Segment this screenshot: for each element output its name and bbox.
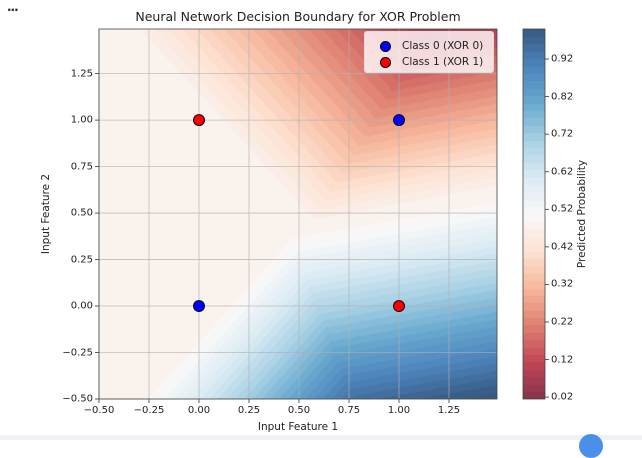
x-axis-label: Input Feature 1 <box>257 421 339 433</box>
y-tick-label: 1.00 <box>70 114 93 126</box>
legend: Class 0 (XOR 0) Class 1 (XOR 1) <box>364 31 494 73</box>
legend-label-class-0: Class 0 (XOR 0) <box>402 40 484 52</box>
y-axis-label: Input Feature 2 <box>40 173 52 255</box>
data-point-class-1 <box>193 114 205 127</box>
x-tick-label: 0.25 <box>237 405 261 416</box>
colorbar-tick-label: 0.42 <box>551 241 574 253</box>
decision-boundary-contour <box>99 29 497 399</box>
colorbar-tick-label: 0.12 <box>551 354 574 366</box>
data-point-class-0 <box>193 300 205 312</box>
y-tick-label: 1.25 <box>70 68 93 80</box>
x-tick-label: 1.25 <box>437 405 461 416</box>
output-menu-ellipsis[interactable]: ... <box>7 0 19 14</box>
colorbar-tick-label: 0.82 <box>551 91 574 103</box>
colorbar-tick-label: 0.02 <box>551 391 574 403</box>
y-tick-label: 0.00 <box>70 300 93 312</box>
colorbar-tick-label: 0.62 <box>551 166 574 178</box>
colorbar-frame <box>522 28 546 400</box>
colorbar-label: Predicted Probability <box>576 159 588 269</box>
legend-item-class-0: Class 0 (XOR 0) <box>365 38 483 54</box>
colorbar-tick-label: 0.72 <box>551 128 574 140</box>
colorbar <box>523 29 545 399</box>
legend-marker-class-0 <box>380 40 391 52</box>
y-tick-label: 0.50 <box>70 207 93 219</box>
colorbar-tick-label: 0.52 <box>551 203 574 215</box>
legend-label-class-1: Class 1 (XOR 1) <box>402 56 484 68</box>
plot-frame <box>98 28 498 400</box>
legend-marker-class-1 <box>380 56 391 68</box>
x-tick-label: 0.75 <box>337 405 361 416</box>
x-tick-label: −0.50 <box>83 405 115 416</box>
data-point-class-0 <box>393 114 405 127</box>
data-point-class-1 <box>393 300 405 312</box>
y-tick-label: 0.25 <box>70 254 93 266</box>
colorbar-tick-label: 0.92 <box>551 53 574 65</box>
x-tick-label: −0.25 <box>133 405 165 416</box>
floating-action-button[interactable] <box>579 434 603 458</box>
y-tick-label: 0.75 <box>70 161 93 173</box>
x-tick-label: 0.50 <box>287 405 311 416</box>
y-tick-label: −0.25 <box>62 347 93 359</box>
chart-title: Neural Network Decision Boundary for XOR… <box>135 9 461 24</box>
x-tick-label: 1.00 <box>387 405 411 416</box>
legend-item-class-1: Class 1 (XOR 1) <box>365 54 483 70</box>
bottom-bar <box>0 435 642 440</box>
colorbar-tick-label: 0.22 <box>551 316 574 328</box>
x-tick-label: 0.00 <box>187 405 211 416</box>
colorbar-tick-label: 0.32 <box>551 278 574 290</box>
y-tick-label: −0.50 <box>62 393 93 405</box>
plot-overlay <box>95 28 549 403</box>
